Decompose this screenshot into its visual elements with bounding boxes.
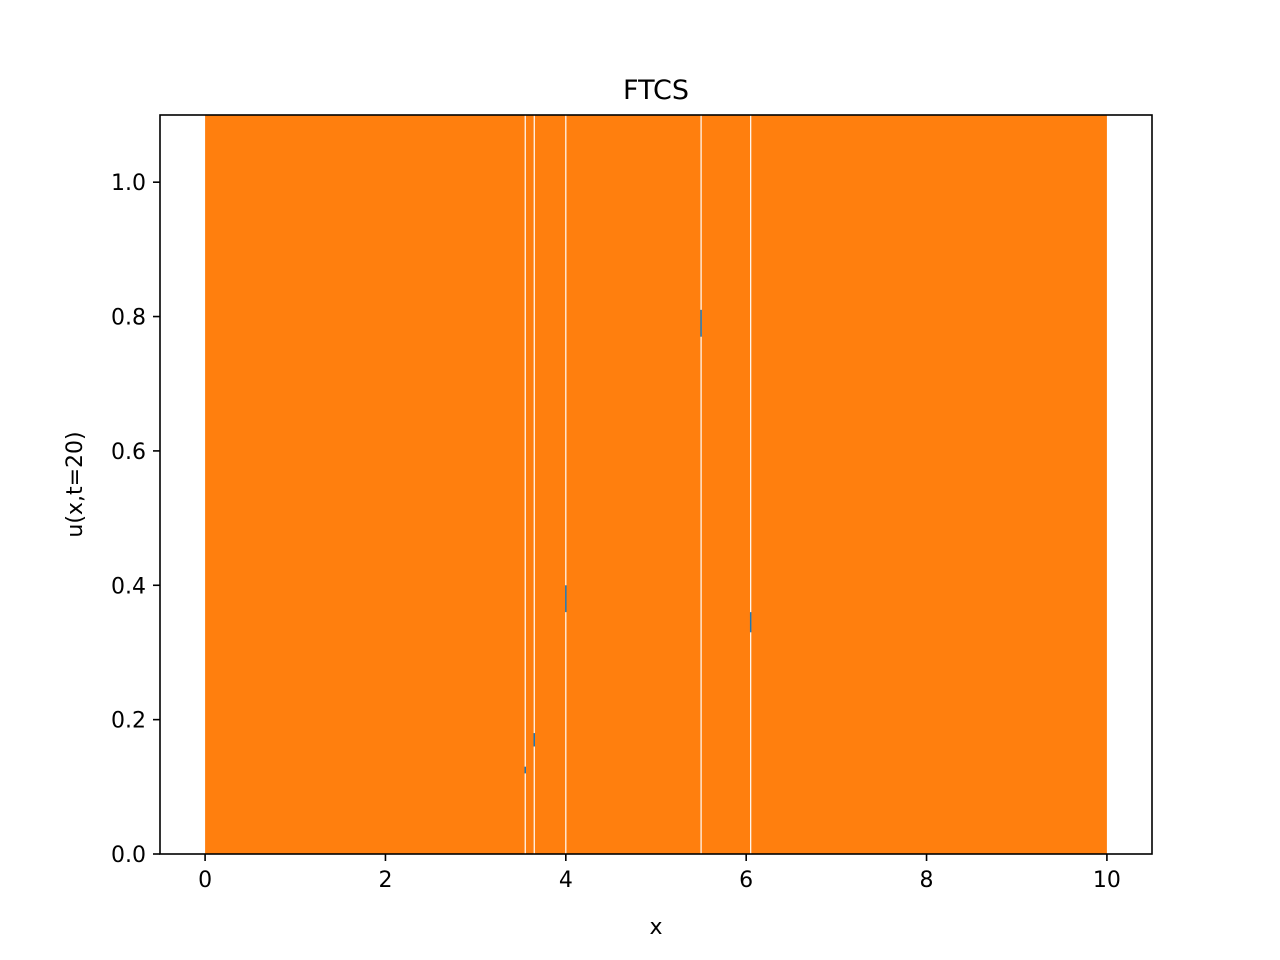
y-tick-label: 0.6 bbox=[111, 440, 146, 465]
axes-frame bbox=[159, 114, 1153, 855]
x-axis: 0 2 4 6 8 10 bbox=[198, 854, 1121, 893]
area-fill bbox=[205, 115, 1107, 854]
x-tick-label: 6 bbox=[739, 868, 753, 893]
y-tick-label: 1.0 bbox=[111, 171, 146, 196]
y-tick-label: 0.8 bbox=[111, 306, 146, 331]
x-tick-label: 10 bbox=[1093, 868, 1121, 893]
y-axis-label: u(x,t=20) bbox=[63, 431, 88, 537]
plot-area bbox=[205, 115, 1107, 854]
x-tick-label: 4 bbox=[559, 868, 573, 893]
y-tick-label: 0.4 bbox=[111, 574, 146, 599]
y-tick-label: 0.2 bbox=[111, 709, 146, 734]
y-axis: 0.0 0.2 0.4 0.6 0.8 1.0 bbox=[111, 171, 160, 868]
y-tick-label: 0.0 bbox=[111, 843, 146, 868]
x-axis-label: x bbox=[649, 915, 662, 940]
x-tick-label: 8 bbox=[920, 868, 934, 893]
x-tick-label: 2 bbox=[378, 868, 392, 893]
chart-title: FTCS bbox=[623, 75, 689, 106]
x-tick-label: 0 bbox=[198, 868, 212, 893]
